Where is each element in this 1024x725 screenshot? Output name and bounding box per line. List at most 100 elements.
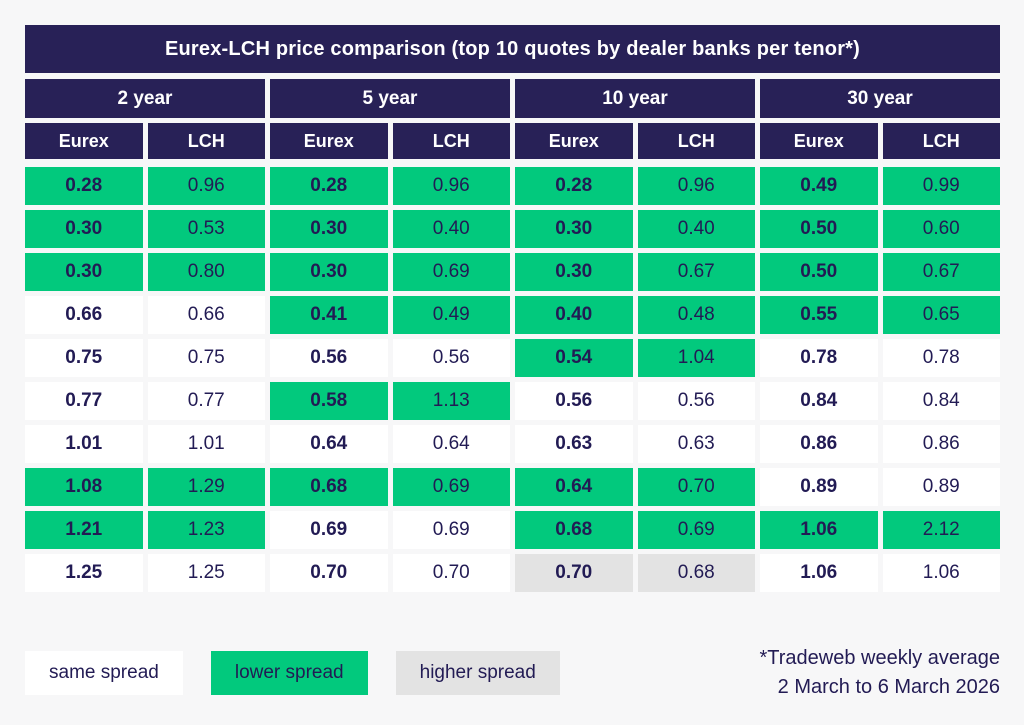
price-cell-lch-5-year: 0.49 — [392, 296, 510, 334]
column-header-lch-30-year: LCH — [882, 123, 1000, 159]
column-header-row: Eurex LCH Eurex LCH Eurex LCH Eurex LCH — [25, 123, 1000, 159]
price-cell-eurex-30-year: 0.89 — [760, 468, 878, 506]
price-cell-eurex-2-year: 1.25 — [25, 554, 143, 592]
price-cell-eurex-10-year: 0.56 — [515, 382, 633, 420]
table-row: 1.25 1.25 0.70 0.70 0.70 0.68 1.06 1.06 — [25, 554, 1000, 592]
tenor-header-10-year: 10 year — [515, 79, 755, 118]
column-header-eurex-30-year: Eurex — [760, 123, 878, 159]
column-header-lch-10-year: LCH — [637, 123, 755, 159]
price-cell-lch-2-year: 0.75 — [147, 339, 265, 377]
price-cell-lch-5-year: 0.69 — [392, 253, 510, 291]
price-cell-lch-2-year: 1.29 — [147, 468, 265, 506]
price-cell-lch-30-year: 1.06 — [882, 554, 1000, 592]
price-cell-lch-10-year: 0.69 — [637, 511, 755, 549]
price-cell-eurex-2-year: 1.08 — [25, 468, 143, 506]
table-title: Eurex-LCH price comparison (top 10 quote… — [25, 25, 1000, 73]
price-cell-eurex-10-year: 0.54 — [515, 339, 633, 377]
price-cell-eurex-5-year: 0.68 — [270, 468, 388, 506]
table-row: 0.30 0.80 0.30 0.69 0.30 0.67 0.50 0.67 — [25, 253, 1000, 291]
price-cell-lch-10-year: 0.70 — [637, 468, 755, 506]
price-cell-lch-30-year: 2.12 — [882, 511, 1000, 549]
tenor-header-row: 2 year 5 year 10 year 30 year — [25, 79, 1000, 118]
price-cell-eurex-30-year: 0.50 — [760, 253, 878, 291]
price-cell-eurex-5-year: 0.28 — [270, 167, 388, 205]
price-cell-lch-5-year: 0.40 — [392, 210, 510, 248]
price-cell-lch-30-year: 0.99 — [882, 167, 1000, 205]
price-cell-lch-5-year: 1.13 — [392, 382, 510, 420]
price-cell-eurex-2-year: 0.30 — [25, 210, 143, 248]
tenor-header-5-year: 5 year — [270, 79, 510, 118]
price-cell-eurex-10-year: 0.28 — [515, 167, 633, 205]
price-cell-eurex-30-year: 1.06 — [760, 554, 878, 592]
legend-item-lower-spread: lower spread — [210, 651, 368, 695]
table-row: 0.28 0.96 0.28 0.96 0.28 0.96 0.49 0.99 — [25, 167, 1000, 205]
price-cell-lch-30-year: 0.84 — [882, 382, 1000, 420]
price-cell-eurex-5-year: 0.30 — [270, 253, 388, 291]
price-cell-eurex-5-year: 0.56 — [270, 339, 388, 377]
price-cell-eurex-5-year: 0.30 — [270, 210, 388, 248]
table-row: 1.01 1.01 0.64 0.64 0.63 0.63 0.86 0.86 — [25, 425, 1000, 463]
price-cell-lch-10-year: 0.96 — [637, 167, 755, 205]
footer: same spread lower spread higher spread *Tr… — [25, 644, 1000, 702]
legend-item-higher-spread: higher spread — [395, 651, 560, 695]
price-cell-lch-10-year: 0.68 — [637, 554, 755, 592]
price-cell-lch-2-year: 0.53 — [147, 210, 265, 248]
price-cell-eurex-10-year: 0.40 — [515, 296, 633, 334]
price-cell-eurex-2-year: 0.66 — [25, 296, 143, 334]
price-cell-lch-5-year: 0.96 — [392, 167, 510, 205]
price-cell-eurex-30-year: 0.49 — [760, 167, 878, 205]
table-row: 0.75 0.75 0.56 0.56 0.54 1.04 0.78 0.78 — [25, 339, 1000, 377]
price-cell-eurex-10-year: 0.63 — [515, 425, 633, 463]
price-cell-lch-5-year: 0.56 — [392, 339, 510, 377]
price-cell-eurex-30-year: 0.50 — [760, 210, 878, 248]
price-cell-lch-10-year: 0.63 — [637, 425, 755, 463]
price-cell-eurex-30-year: 0.78 — [760, 339, 878, 377]
price-cell-lch-5-year: 0.69 — [392, 511, 510, 549]
price-cell-eurex-10-year: 0.30 — [515, 253, 633, 291]
footnote: *Tradeweb weekly average 2 March to 6 Ma… — [760, 644, 1001, 702]
price-cell-eurex-5-year: 0.69 — [270, 511, 388, 549]
price-cell-lch-30-year: 0.60 — [882, 210, 1000, 248]
price-cell-eurex-5-year: 0.64 — [270, 425, 388, 463]
price-cell-lch-30-year: 0.78 — [882, 339, 1000, 377]
footnote-line-1: *Tradeweb weekly average — [759, 647, 1001, 669]
table-body: 0.28 0.96 0.28 0.96 0.28 0.96 0.49 0.99 0.30 0.53… — [25, 167, 1000, 592]
price-cell-eurex-10-year: 0.68 — [515, 511, 633, 549]
price-cell-lch-10-year: 0.48 — [637, 296, 755, 334]
price-cell-eurex-30-year: 1.06 — [760, 511, 878, 549]
column-header-eurex-10-year: Eurex — [515, 123, 633, 159]
price-cell-eurex-10-year: 0.30 — [515, 210, 633, 248]
price-cell-lch-30-year: 0.65 — [882, 296, 1000, 334]
column-header-lch-2-year: LCH — [147, 123, 265, 159]
footnote-line-2: 2 March to 6 March 2026 — [777, 676, 1000, 698]
price-cell-eurex-30-year: 0.55 — [760, 296, 878, 334]
price-cell-lch-2-year: 0.66 — [147, 296, 265, 334]
legend-item-same-spread: same spread — [25, 651, 183, 695]
tenor-header-30-year: 30 year — [760, 79, 1000, 118]
price-cell-lch-10-year: 0.56 — [637, 382, 755, 420]
price-cell-lch-5-year: 0.69 — [392, 468, 510, 506]
column-header-eurex-5-year: Eurex — [270, 123, 388, 159]
column-header-eurex-2-year: Eurex — [25, 123, 143, 159]
price-cell-eurex-2-year: 0.28 — [25, 167, 143, 205]
price-cell-lch-5-year: 0.70 — [392, 554, 510, 592]
legend: same spread lower spread higher spread — [25, 651, 560, 695]
price-cell-lch-2-year: 0.77 — [147, 382, 265, 420]
price-cell-lch-2-year: 0.80 — [147, 253, 265, 291]
price-cell-eurex-5-year: 0.41 — [270, 296, 388, 334]
price-cell-eurex-5-year: 0.70 — [270, 554, 388, 592]
price-cell-eurex-10-year: 0.64 — [515, 468, 633, 506]
price-cell-lch-5-year: 0.64 — [392, 425, 510, 463]
price-cell-eurex-30-year: 0.84 — [760, 382, 878, 420]
column-header-lch-5-year: LCH — [392, 123, 510, 159]
table-row: 0.77 0.77 0.58 1.13 0.56 0.56 0.84 0.84 — [25, 382, 1000, 420]
price-cell-lch-30-year: 0.86 — [882, 425, 1000, 463]
price-cell-lch-10-year: 1.04 — [637, 339, 755, 377]
price-cell-eurex-5-year: 0.58 — [270, 382, 388, 420]
price-cell-lch-2-year: 1.23 — [147, 511, 265, 549]
price-cell-eurex-2-year: 0.30 — [25, 253, 143, 291]
price-cell-eurex-2-year: 1.01 — [25, 425, 143, 463]
price-cell-eurex-10-year: 0.70 — [515, 554, 633, 592]
price-cell-lch-2-year: 0.96 — [147, 167, 265, 205]
tenor-header-2-year: 2 year — [25, 79, 265, 118]
